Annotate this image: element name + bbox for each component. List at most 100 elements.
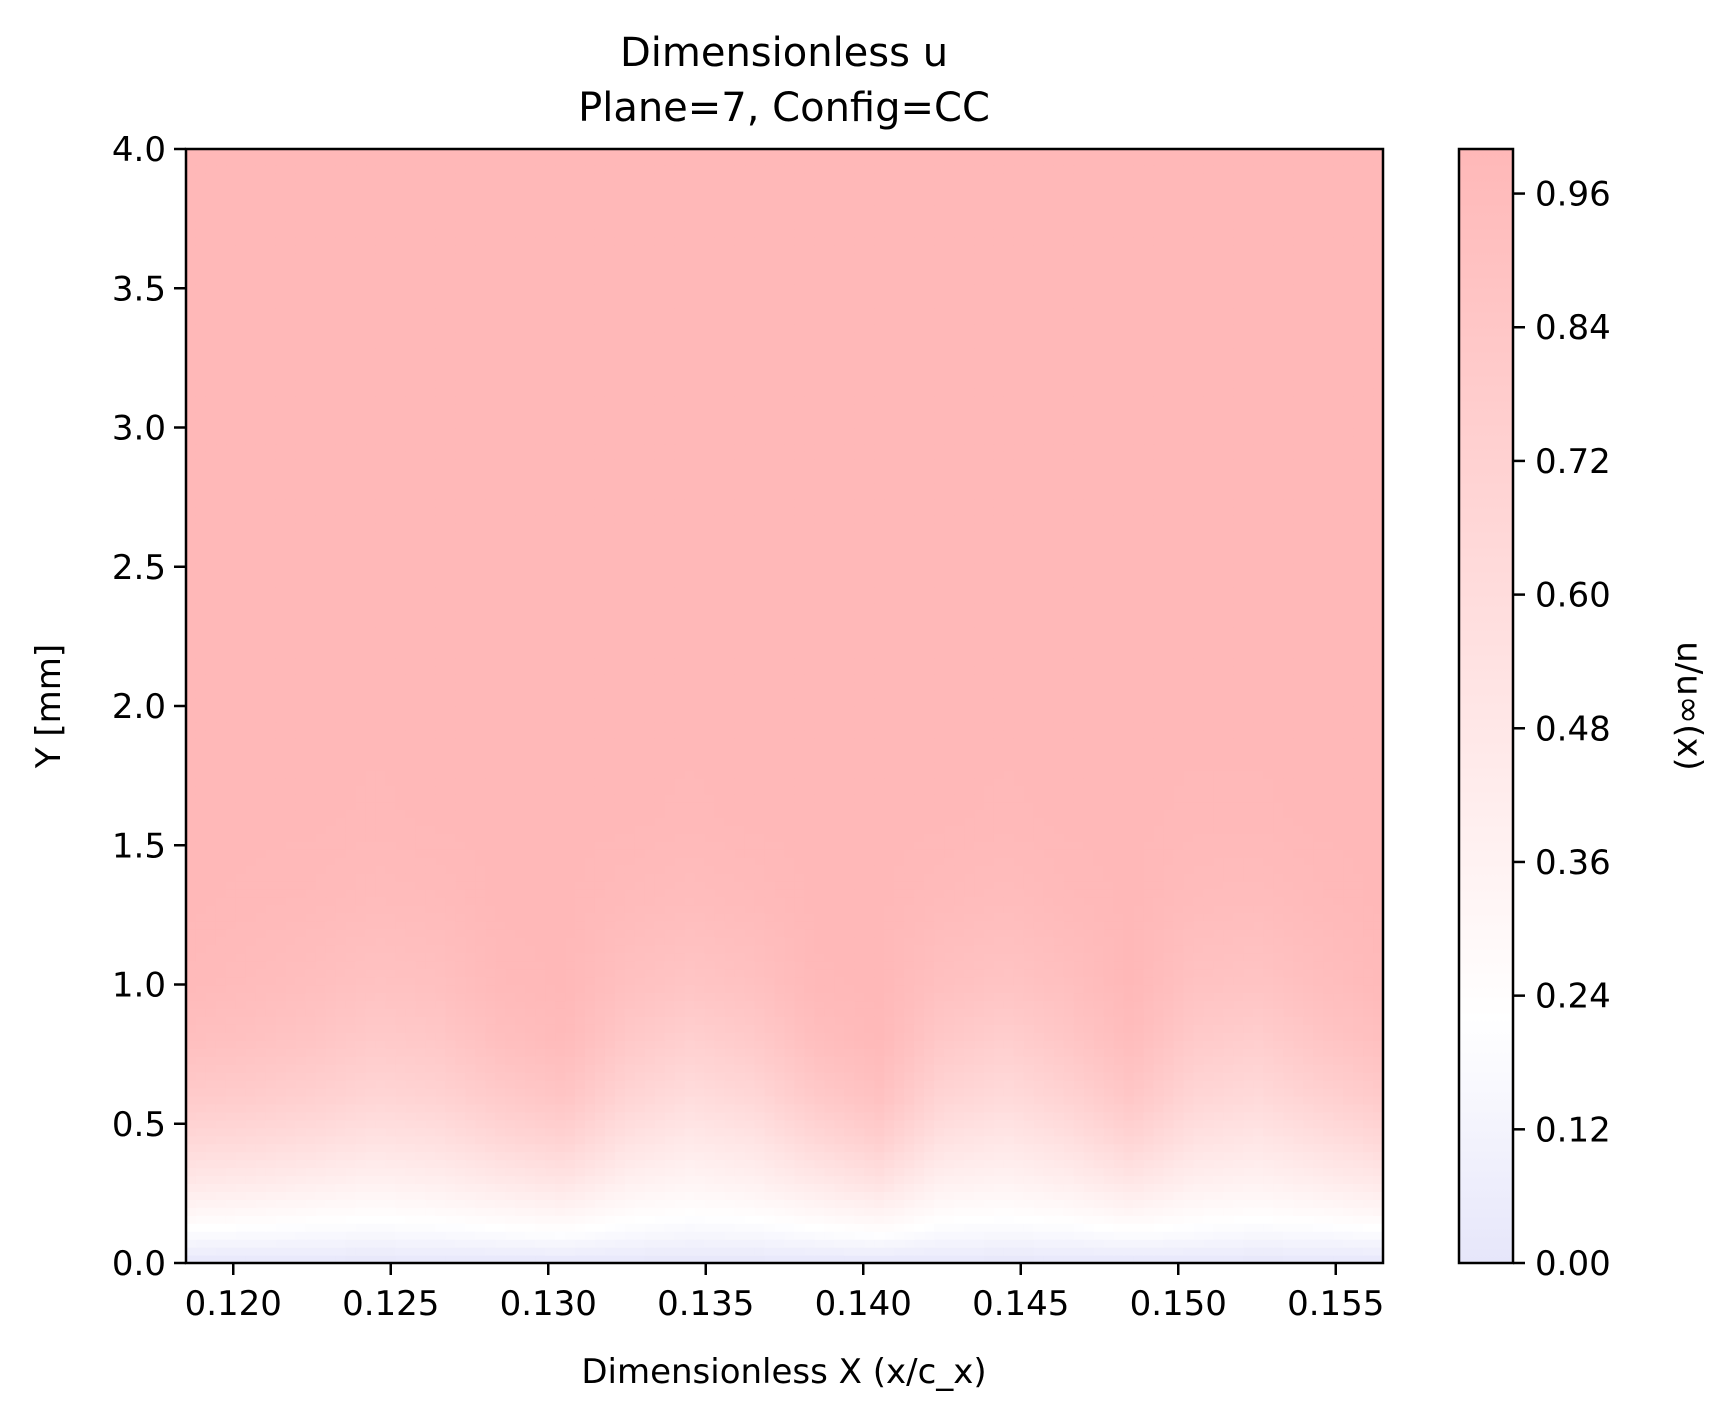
- heatmap-cell: [1153, 952, 1165, 962]
- heatmap-cell: [545, 976, 556, 986]
- heatmap-cell: [934, 1231, 945, 1240]
- heatmap-cell: [465, 1175, 476, 1185]
- heatmap-cell: [1113, 1000, 1125, 1009]
- heatmap-cell: [1123, 1143, 1135, 1153]
- heatmap-cell: [575, 1024, 586, 1033]
- heatmap-cell: [225, 1159, 237, 1169]
- heatmap-cell: [345, 1175, 357, 1185]
- heatmap-cell: [575, 1143, 586, 1153]
- heatmap-cell: [804, 1255, 816, 1263]
- heatmap-cell: [1203, 1040, 1215, 1049]
- heatmap-cell: [535, 1040, 546, 1049]
- heatmap-cell: [1253, 1255, 1264, 1263]
- heatmap-cell: [904, 1032, 915, 1041]
- heatmap-cell: [455, 1231, 466, 1240]
- heatmap-cell: [634, 1247, 646, 1256]
- heatmap-cell: [1343, 1087, 1354, 1097]
- heatmap-cell: [1303, 1087, 1314, 1097]
- heatmap-cell: [1173, 936, 1185, 946]
- heatmap-cell: [974, 1079, 985, 1089]
- heatmap-cell: [525, 1095, 536, 1105]
- heatmap-cell: [993, 1231, 1005, 1240]
- heatmap-cell: [1233, 1087, 1244, 1097]
- heatmap-cell: [1303, 976, 1314, 986]
- heatmap-cell: [924, 1231, 935, 1240]
- heatmap-cell: [195, 1215, 207, 1224]
- heatmap-cell: [1103, 992, 1115, 1002]
- heatmap-cell: [954, 1072, 965, 1081]
- heatmap-cell: [1373, 1167, 1383, 1177]
- heatmap-cell: [734, 1119, 746, 1129]
- heatmap-cell: [834, 1151, 845, 1161]
- heatmap-cell: [634, 976, 646, 986]
- heatmap-cell: [405, 1175, 417, 1185]
- heatmap-cell: [325, 936, 337, 946]
- heatmap-cell: [335, 944, 347, 954]
- heatmap-cell: [904, 1231, 915, 1240]
- heatmap-cell: [894, 1215, 905, 1224]
- heatmap-cell: [1283, 1048, 1294, 1057]
- heatmap-cell: [195, 976, 207, 986]
- heatmap-cell: [993, 1199, 1005, 1208]
- heatmap-cell: [485, 1247, 496, 1256]
- heatmap-cell: [1173, 1040, 1185, 1049]
- heatmap-cell: [644, 1056, 656, 1065]
- heatmap-cell: [275, 960, 287, 970]
- heatmap-cell: [235, 1231, 247, 1240]
- heatmap-cell: [684, 1255, 696, 1263]
- heatmap-cell: [654, 976, 666, 986]
- heatmap-cell: [824, 1032, 835, 1041]
- heatmap-cell: [335, 1119, 347, 1129]
- heatmap-cell: [614, 1247, 626, 1256]
- heatmap-cell: [1213, 1159, 1224, 1169]
- heatmap-cell: [834, 1008, 845, 1017]
- heatmap-cell: [844, 1143, 855, 1153]
- heatmap-cell: [1063, 1000, 1075, 1009]
- heatmap-cell: [1343, 1103, 1354, 1113]
- heatmap-cell: [285, 1008, 297, 1017]
- heatmap-cell: [644, 1024, 656, 1033]
- heatmap-cell: [1043, 1008, 1055, 1017]
- heatmap-cell: [1113, 1008, 1125, 1017]
- heatmap-cell: [874, 1064, 885, 1073]
- heatmap-cell: [694, 1151, 706, 1161]
- heatmap-cell: [1003, 1079, 1015, 1089]
- heatmap-cell: [844, 984, 855, 994]
- heatmap-cell: [704, 984, 716, 994]
- heatmap-cell: [395, 1087, 407, 1097]
- heatmap-cell: [255, 1040, 267, 1049]
- heatmap-cell: [475, 1151, 486, 1161]
- heatmap-cell: [764, 936, 776, 946]
- heatmap-cell: [934, 1056, 945, 1065]
- heatmap-cell: [1163, 936, 1175, 946]
- heatmap-cell: [914, 1072, 925, 1081]
- heatmap-cell: [974, 1000, 985, 1009]
- heatmap-cell: [1113, 1119, 1125, 1129]
- heatmap-cell: [405, 1056, 417, 1065]
- heatmap-cell: [515, 1095, 526, 1105]
- heatmap-cell: [195, 984, 207, 994]
- heatmap-cell: [594, 1167, 606, 1177]
- heatmap-cell: [495, 1175, 506, 1185]
- heatmap-cell: [405, 1087, 417, 1097]
- heatmap-cell: [934, 1215, 945, 1224]
- heatmap-cell: [694, 1095, 706, 1105]
- heatmap-cell: [993, 1215, 1005, 1224]
- heatmap-cell: [1093, 1024, 1105, 1033]
- heatmap-cell: [634, 1143, 646, 1153]
- heatmap-cell: [1203, 1000, 1215, 1009]
- heatmap-cell: [395, 1079, 407, 1089]
- heatmap-cell: [604, 1215, 616, 1224]
- heatmap-cell: [664, 1072, 676, 1081]
- heatmap-cell: [1323, 1056, 1334, 1065]
- heatmap-cell: [445, 1079, 456, 1089]
- heatmap-cell: [355, 1119, 367, 1129]
- heatmap-cell: [724, 928, 736, 938]
- heatmap-cell: [505, 1191, 516, 1200]
- heatmap-cell: [1173, 1127, 1185, 1137]
- heatmap-cell: [814, 1207, 825, 1216]
- heatmap-cell: [1233, 1072, 1244, 1081]
- heatmap-cell: [744, 952, 756, 962]
- heatmap-cell: [924, 1247, 935, 1256]
- heatmap-cell: [934, 1151, 945, 1161]
